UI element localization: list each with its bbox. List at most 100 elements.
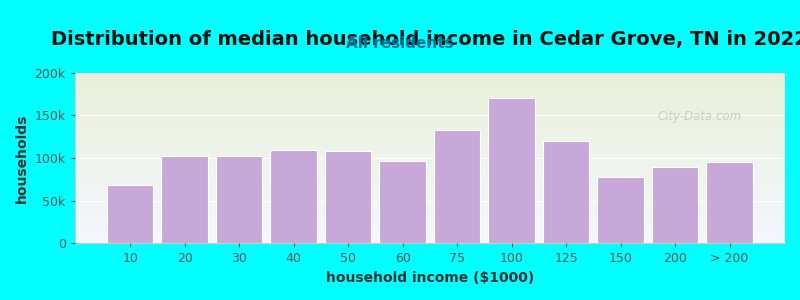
Bar [74, 196, 785, 197]
Bar [74, 167, 785, 168]
Bar [74, 238, 785, 240]
Bar [74, 182, 785, 184]
Bar [216, 156, 262, 243]
Bar [74, 153, 785, 155]
Bar [74, 235, 785, 237]
Bar [74, 85, 785, 86]
Bar [74, 175, 785, 177]
Bar [74, 178, 785, 180]
Bar [74, 173, 785, 175]
Bar [74, 95, 785, 97]
Bar [74, 225, 785, 226]
Bar [74, 121, 785, 122]
Bar [74, 213, 785, 214]
Title: Distribution of median household income in Cedar Grove, TN in 2022: Distribution of median household income … [51, 30, 800, 49]
Bar [74, 103, 785, 105]
Bar [74, 83, 785, 85]
Bar [74, 199, 785, 201]
Bar [74, 226, 785, 228]
Bar [706, 162, 753, 243]
Bar [325, 151, 371, 243]
Bar [74, 214, 785, 216]
Bar [74, 211, 785, 213]
Bar [74, 192, 785, 194]
Bar [74, 80, 785, 81]
Bar [74, 232, 785, 233]
Bar [74, 223, 785, 225]
Text: All residents: All residents [346, 36, 454, 51]
Bar [107, 185, 154, 243]
Bar [74, 202, 785, 204]
Bar [74, 100, 785, 102]
Bar [74, 218, 785, 220]
Bar [74, 156, 785, 158]
Bar [379, 161, 426, 243]
Bar [162, 155, 208, 243]
Bar [74, 209, 785, 211]
Bar [74, 133, 785, 134]
Bar [74, 230, 785, 232]
Bar [74, 151, 785, 153]
Bar [74, 197, 785, 199]
Bar [74, 165, 785, 166]
Bar [74, 184, 785, 185]
Bar [74, 201, 785, 203]
Bar [74, 161, 785, 163]
Bar [74, 143, 785, 144]
Bar [74, 172, 785, 173]
Bar [74, 194, 785, 196]
Y-axis label: households: households [15, 113, 29, 203]
Bar [74, 129, 785, 131]
Bar [74, 86, 785, 88]
Bar [74, 93, 785, 95]
Bar [434, 130, 480, 243]
Bar [74, 109, 785, 110]
Bar [74, 204, 785, 206]
Bar [74, 240, 785, 242]
Bar [74, 98, 785, 100]
Bar [74, 131, 785, 133]
Bar [74, 141, 785, 143]
Bar [74, 116, 785, 117]
Bar [74, 74, 785, 76]
Bar [74, 228, 785, 230]
Bar [74, 119, 785, 121]
Bar [74, 221, 785, 223]
Bar [74, 124, 785, 126]
Bar [74, 117, 785, 119]
Bar [74, 160, 785, 161]
Bar [74, 90, 785, 92]
Bar [74, 128, 785, 129]
Bar [74, 187, 785, 189]
Bar [74, 144, 785, 146]
Bar [74, 180, 785, 182]
Bar [74, 185, 785, 187]
Bar [598, 177, 644, 243]
Bar [270, 150, 317, 243]
Bar [74, 190, 785, 192]
Bar [74, 105, 785, 107]
Bar [74, 148, 785, 150]
Bar [74, 138, 785, 139]
Text: City-Data.com: City-Data.com [657, 110, 742, 123]
Bar [74, 73, 785, 74]
Bar [74, 146, 785, 148]
Bar [74, 177, 785, 178]
Bar [543, 141, 590, 243]
Bar [74, 126, 785, 127]
Bar [74, 168, 785, 170]
Bar [74, 208, 785, 209]
Bar [74, 97, 785, 98]
Bar [74, 88, 785, 90]
Bar [74, 242, 785, 243]
Bar [652, 167, 698, 243]
Bar [74, 139, 785, 141]
Bar [74, 81, 785, 83]
Bar [74, 155, 785, 156]
Bar [74, 114, 785, 116]
Bar [74, 170, 785, 172]
Bar [74, 122, 785, 124]
Bar [74, 216, 785, 218]
Bar [74, 112, 785, 114]
Bar [74, 134, 785, 136]
